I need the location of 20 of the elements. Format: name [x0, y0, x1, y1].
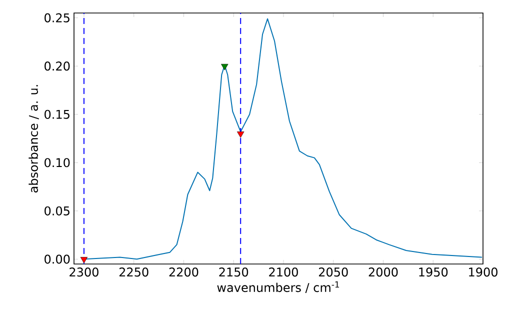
y-tick-label: 0.15 — [44, 110, 70, 119]
x-tick-label: 2150 — [219, 268, 248, 277]
x-tick-label: 1950 — [419, 268, 448, 277]
x-axis-title: wavenumbers / cm$^{-1}$ — [217, 281, 340, 294]
point — [80, 257, 88, 264]
x-tick-label: 2000 — [368, 268, 398, 277]
x-tick-label: 2200 — [169, 268, 198, 277]
y-tick-label: 0.25 — [44, 13, 70, 22]
y-axis-title: absorbance / a. u. — [28, 85, 39, 192]
x-tick-label: 2300 — [70, 268, 98, 277]
x-tick-label: 2250 — [119, 268, 148, 277]
point — [236, 132, 244, 138]
y-tick-label: 0.20 — [44, 62, 70, 71]
y-tick-label: 0.00 — [44, 254, 70, 264]
x-tick-label: 2100 — [269, 268, 298, 277]
y-tick-label: 0.05 — [44, 206, 70, 216]
y-tick-label: 0.10 — [44, 158, 70, 168]
point — [221, 64, 228, 70]
x-tick-label: 1900 — [469, 268, 498, 277]
x-tick-label: 2050 — [318, 268, 348, 277]
